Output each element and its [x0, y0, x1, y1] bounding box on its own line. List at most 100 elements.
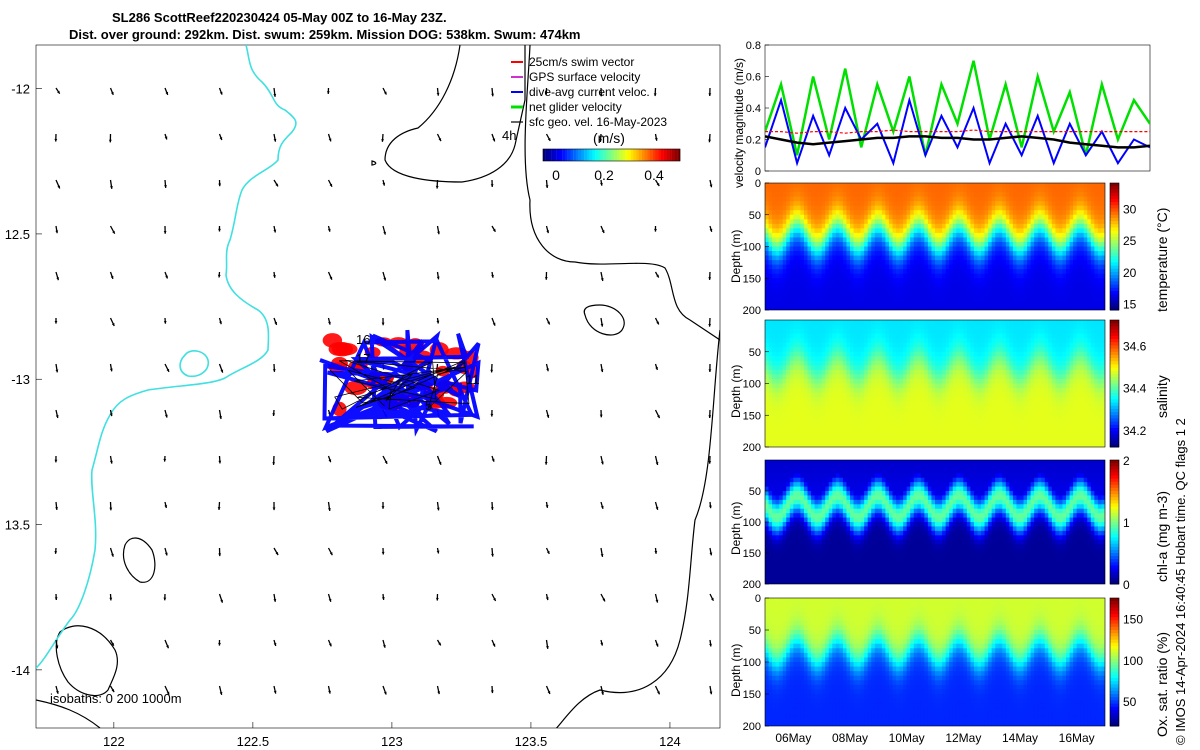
- section-cell: [970, 415, 975, 421]
- section-cell: [892, 424, 897, 430]
- geo-velocity-arrowhead: [655, 599, 659, 603]
- section-cell: [814, 360, 819, 366]
- section-cell: [966, 183, 972, 189]
- section-cell: [903, 264, 908, 270]
- section-cell: [991, 237, 996, 243]
- section-cell: [995, 255, 1000, 261]
- section-cell: [782, 264, 787, 270]
- section-cell: [1012, 291, 1018, 297]
- section-cell: [1044, 273, 1049, 279]
- section-cell: [1097, 269, 1103, 275]
- section-cell: [935, 187, 940, 193]
- section-cell: [789, 201, 794, 207]
- section-cell: [896, 415, 901, 421]
- section-cell: [786, 342, 791, 348]
- section-cell: [1023, 196, 1028, 202]
- section-cell: [935, 397, 940, 403]
- section-cell: [1041, 228, 1046, 234]
- section-cell: [782, 329, 787, 335]
- section-cell: [821, 269, 826, 275]
- section-cell: [1058, 214, 1064, 220]
- section-cell: [1101, 260, 1105, 266]
- section-cell: [935, 424, 940, 430]
- section-cell: [1041, 282, 1046, 288]
- section-cell: [867, 338, 872, 344]
- section-cell: [1034, 201, 1039, 207]
- section-cell: [981, 300, 986, 307]
- section-cell: [1030, 251, 1035, 257]
- section-cell: [896, 264, 901, 270]
- section-cell: [1027, 241, 1032, 248]
- section-cell: [924, 232, 929, 239]
- section-cell: [828, 219, 833, 225]
- section-cell: [935, 237, 940, 243]
- section-cell: [924, 369, 929, 376]
- section-cell: [1005, 260, 1010, 266]
- section-cell: [963, 397, 968, 403]
- section-cell: [842, 397, 848, 403]
- section-cell: [956, 333, 961, 339]
- section-cell: [966, 428, 972, 434]
- section-cell: [966, 241, 972, 248]
- section-cell: [910, 320, 915, 326]
- section-cell: [842, 214, 848, 220]
- section-cell: [892, 219, 897, 225]
- section-cell: [853, 442, 858, 447]
- section-cell: [991, 241, 996, 248]
- section-cell: [1069, 241, 1074, 248]
- section-cell: [981, 278, 986, 284]
- section-cell: [888, 219, 894, 225]
- section-cell: [938, 360, 943, 366]
- geo-velocity-arrowhead: [600, 505, 604, 509]
- section-cell: [839, 320, 844, 326]
- section-cell: [1020, 300, 1025, 307]
- section-cell: [1055, 228, 1060, 234]
- section-cell: [874, 419, 879, 425]
- section-cell: [1012, 278, 1018, 284]
- section-cell: [846, 282, 851, 288]
- section-cell: [973, 246, 979, 252]
- section-cell: [789, 410, 794, 416]
- section-cell: [931, 324, 936, 330]
- section-cell: [963, 287, 968, 293]
- section-cell: [871, 183, 876, 189]
- section-cell: [959, 388, 964, 394]
- section-cell: [949, 223, 954, 229]
- section-cell: [786, 410, 791, 416]
- section-cell: [782, 383, 787, 389]
- section-cell: [832, 428, 837, 434]
- section-cell: [846, 278, 851, 284]
- section-cell: [927, 273, 933, 279]
- geo-velocity-arrowhead: [436, 550, 440, 554]
- section-cell: [981, 374, 986, 380]
- section-cell: [935, 320, 940, 326]
- section-cell: [821, 219, 826, 225]
- section-cell: [881, 214, 887, 220]
- section-cell: [959, 246, 964, 252]
- section-cell: [803, 342, 809, 348]
- section-cell: [864, 324, 869, 330]
- section-cell: [998, 192, 1003, 198]
- section-cell: [942, 255, 947, 261]
- section-cell: [945, 333, 950, 339]
- section-cell: [903, 351, 908, 357]
- section-cell: [1073, 273, 1078, 279]
- section-cell: [1066, 196, 1071, 202]
- section-cell: [782, 205, 787, 211]
- section-cell: [853, 201, 858, 207]
- section-cell: [857, 356, 862, 362]
- section-cell: [857, 378, 862, 385]
- section-cell: [1041, 305, 1046, 310]
- section-cell: [835, 237, 840, 243]
- depth-tick-label: 150: [743, 273, 761, 285]
- section-cell: [892, 415, 897, 421]
- section-cell: [881, 305, 887, 310]
- section-cell: [793, 183, 798, 189]
- section-cell: [1062, 219, 1067, 225]
- section-cell: [973, 333, 979, 339]
- section-cell: [977, 282, 982, 288]
- section-cell: [825, 241, 830, 248]
- section-cell: [832, 419, 837, 425]
- section-cell: [772, 415, 777, 421]
- section-cell: [871, 251, 876, 257]
